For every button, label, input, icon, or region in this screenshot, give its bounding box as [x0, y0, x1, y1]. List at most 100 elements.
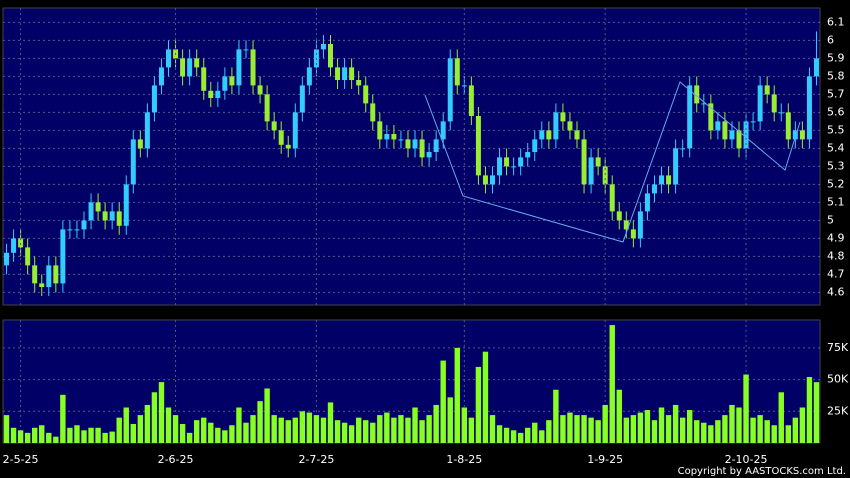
candle-body [194, 58, 200, 68]
candle-body [518, 157, 524, 167]
volume-bar [771, 425, 777, 443]
volume-bar [31, 427, 38, 443]
candle-body [644, 193, 650, 212]
candle-body [236, 49, 242, 86]
volume-bar [806, 377, 813, 443]
candle-body [454, 58, 460, 86]
y-tick-label: 4.8 [827, 249, 845, 262]
candle-body [398, 139, 404, 141]
volume-bar [743, 374, 749, 443]
volume-bar [560, 415, 566, 443]
volume-bar [285, 420, 291, 443]
volume-bar [370, 422, 376, 443]
candle-body [412, 139, 418, 149]
volume-bar [489, 415, 496, 443]
y-tick-label: 5.3 [827, 159, 845, 172]
candle-body [39, 283, 45, 287]
candle-body [271, 121, 277, 131]
candle-body [630, 229, 636, 239]
volume-bar [757, 415, 763, 443]
volume-bar [546, 420, 552, 443]
volume-bar [651, 420, 658, 443]
candle-body [67, 229, 73, 231]
candle-body [799, 130, 805, 140]
candle-body [391, 134, 397, 140]
candle-body [299, 85, 305, 113]
candle-body [595, 157, 601, 167]
volume-bar [348, 425, 355, 443]
x-tick-label: 2-5-25 [3, 453, 39, 466]
candle-body [208, 90, 214, 98]
volume-bar [588, 417, 594, 443]
trend-line [424, 81, 801, 243]
y-tick-label: 25K [827, 404, 849, 417]
volume-bar [53, 436, 59, 443]
volume-bar [24, 432, 31, 443]
volume-bar [229, 425, 235, 443]
candle-body [546, 130, 552, 140]
y-tick-label: 4.6 [827, 285, 845, 298]
volume-bar [609, 325, 615, 443]
volume-bar [123, 407, 129, 443]
volume-bar [313, 415, 320, 443]
candle-body [335, 67, 341, 80]
volume-bar [130, 423, 136, 443]
volume-bar [179, 423, 186, 443]
candle-body [81, 220, 87, 230]
x-tick-label: 2-10-25 [725, 453, 768, 466]
volume-bar [764, 420, 770, 443]
candle-body [567, 121, 573, 131]
volume-bar [715, 420, 721, 443]
candle-body [792, 130, 798, 140]
volume-bar [46, 432, 52, 443]
volume-bar [384, 412, 390, 443]
volume-bar [334, 420, 341, 443]
volume-bar [208, 422, 214, 443]
volume-bar [679, 417, 686, 443]
y-tick-label: 5.6 [827, 105, 845, 118]
candle-body [588, 157, 594, 185]
volume-bar [694, 420, 700, 443]
candle-body [25, 247, 31, 266]
volume-bar [722, 415, 728, 443]
candle-body [778, 112, 784, 114]
candle-body [553, 112, 559, 140]
price-panel [2, 7, 821, 306]
volume-bar [215, 427, 221, 443]
candle-body [574, 130, 580, 140]
candle-body [616, 211, 622, 221]
candle-body [673, 148, 679, 185]
volume-bar [539, 430, 545, 443]
candle-body [729, 130, 735, 140]
candle-body [363, 85, 369, 104]
volume-bar [482, 351, 489, 443]
candle-body [166, 49, 172, 68]
candle-body [806, 76, 812, 140]
volume-bar [95, 427, 101, 443]
candle-body [328, 44, 334, 68]
volume-bar [144, 404, 151, 443]
candle-body [109, 211, 115, 221]
candle-body [757, 85, 763, 122]
volume-bar [193, 420, 200, 443]
candle-body [651, 184, 657, 194]
volume-bar [510, 430, 517, 443]
volume-bar [687, 410, 693, 443]
candle-body [813, 58, 819, 77]
volume-bar [10, 427, 17, 443]
volume-bar [137, 415, 144, 443]
volume-bar [299, 411, 306, 443]
candle-body [384, 134, 390, 140]
candle-body [771, 94, 777, 113]
volume-bar [165, 407, 172, 443]
volume-bar [81, 430, 87, 443]
volume-bar [517, 432, 524, 443]
volume-bar [672, 404, 679, 443]
volume-bar [201, 417, 207, 443]
volume-bar [278, 417, 284, 443]
candle-body [426, 152, 432, 158]
volume-bar [581, 415, 587, 443]
x-tick-label: 1-9-25 [587, 453, 623, 466]
volume-bar [186, 432, 193, 443]
